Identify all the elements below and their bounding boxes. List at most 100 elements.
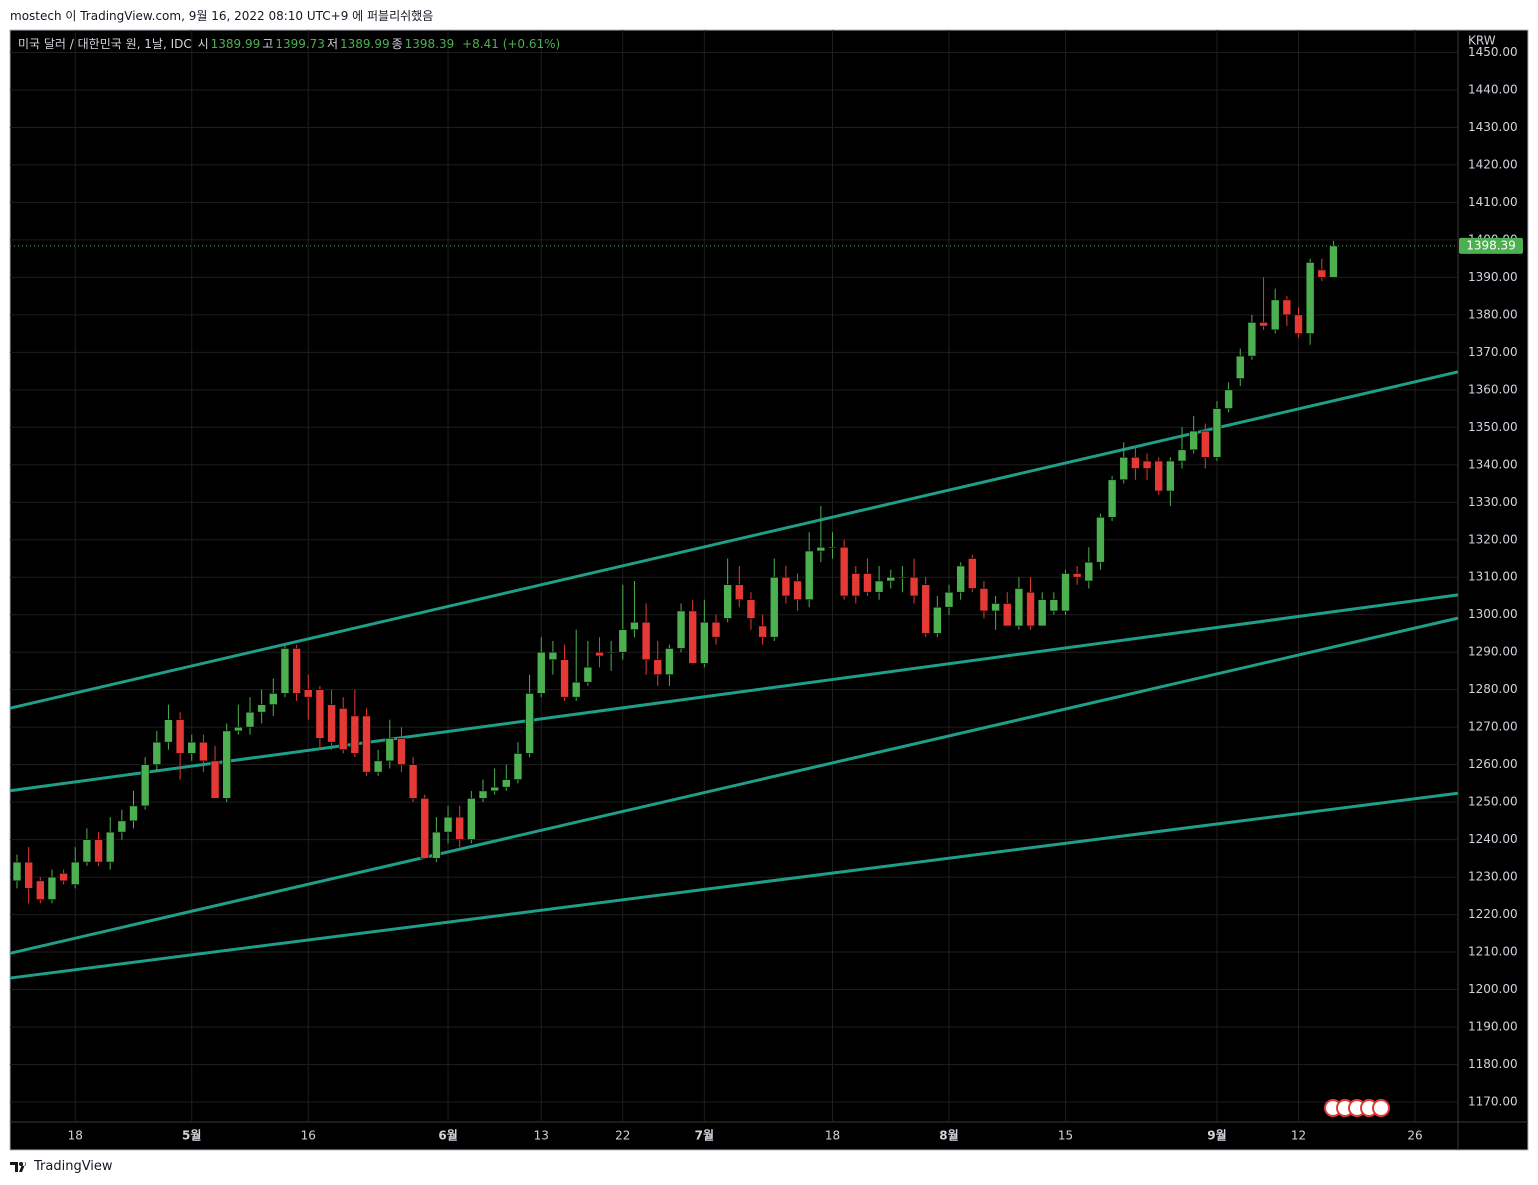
candle-body (1177, 449, 1187, 462)
candle-body (338, 708, 348, 750)
candle-body (618, 629, 628, 653)
candle-body (47, 876, 57, 900)
chart-frame (9, 29, 1529, 1151)
brand: TradingView (10, 1159, 113, 1174)
candle-body (140, 764, 150, 807)
candle-body (606, 651, 616, 654)
candle-body (1235, 355, 1245, 379)
candle-body (1096, 516, 1105, 563)
candle-body (1224, 389, 1233, 409)
candle-body (769, 576, 779, 638)
y-tick-label: 1220.00 (1468, 907, 1518, 921)
candle-body (874, 580, 884, 593)
y-tick-label: 1180.00 (1468, 1057, 1518, 1071)
candle-body (1072, 573, 1082, 578)
candle-body (758, 625, 767, 638)
currency-label: KRW (1468, 34, 1496, 48)
candle-body (234, 726, 243, 732)
ohlc-value: 1398.39 (404, 37, 455, 51)
y-tick-label: 1240.00 (1468, 832, 1518, 846)
candle-body (1282, 299, 1292, 316)
ohlc-label: 시 (197, 37, 209, 51)
x-tick-label: 22 (615, 1129, 630, 1143)
candle-body (513, 753, 523, 780)
candle-body (70, 861, 80, 885)
candle-body (804, 550, 814, 601)
y-tick-label: 1230.00 (1468, 870, 1518, 884)
candle-body (1154, 460, 1163, 492)
y-tick-label: 1200.00 (1468, 982, 1518, 996)
candle-body (1329, 245, 1338, 278)
candle-body (362, 715, 371, 773)
candle-body (268, 693, 278, 705)
legend: 미국 달러 / 대한민국 원, 1날, IDC 시 1389.99 고 1399.73… (18, 35, 562, 52)
candle-body (828, 546, 837, 549)
candle-body (1142, 460, 1152, 469)
x-tick-label: 16 (301, 1129, 316, 1143)
candle-body (1201, 430, 1210, 458)
candle-body (595, 651, 604, 657)
ohlc-value: 1399.73 (275, 37, 325, 51)
candle-body (82, 839, 92, 863)
last-price-box (1459, 237, 1523, 254)
candle-body (700, 621, 709, 664)
y-tick-label: 1330.00 (1468, 495, 1518, 509)
y-tick-label: 1360.00 (1468, 382, 1518, 396)
y-tick-label: 1290.00 (1468, 645, 1518, 659)
candle-body (467, 798, 476, 840)
y-tick-label: 1320.00 (1468, 532, 1518, 546)
candle-body (199, 741, 208, 762)
trendline (9, 791, 1459, 980)
candle-body (1037, 599, 1047, 627)
trendline (9, 593, 1459, 793)
candle-body (1131, 456, 1140, 469)
candle-body (665, 648, 674, 675)
y-tick-label: 1260.00 (1468, 757, 1518, 771)
trendline (9, 616, 1459, 955)
candle-body (1270, 299, 1280, 331)
candle-body (373, 760, 383, 773)
candle-body (385, 738, 395, 762)
candle-body (1259, 322, 1268, 327)
x-tick-label: 18 (825, 1129, 840, 1143)
candle-body (350, 715, 360, 754)
x-tick-label: 15 (1058, 1129, 1073, 1143)
candle-body (94, 839, 103, 863)
event-icon[interactable] (1372, 1099, 1390, 1117)
x-tick-label: 18 (68, 1129, 83, 1143)
candle-body (525, 693, 534, 754)
candle-body (734, 584, 744, 601)
brand-logo (10, 1161, 27, 1172)
candle-body (909, 576, 919, 597)
candle-body (863, 573, 872, 593)
candle-body (793, 580, 802, 601)
candle-body (210, 760, 220, 799)
candle-body (443, 816, 453, 833)
candle-body (245, 711, 255, 728)
candles (12, 240, 1338, 904)
y-tick-label: 1350.00 (1468, 420, 1518, 434)
candle-body (898, 576, 907, 579)
candle-body (851, 573, 861, 597)
candle-body (501, 779, 511, 788)
candle-body (24, 861, 33, 889)
candle-body (991, 603, 1000, 612)
candle-body (327, 704, 336, 743)
candle-body (257, 704, 266, 713)
candle-body (455, 816, 465, 840)
candle-body (723, 584, 732, 619)
candle-body (630, 621, 639, 631)
y-tick-label: 1440.00 (1468, 82, 1518, 96)
candle-body (1317, 269, 1327, 278)
candle-body (1305, 262, 1315, 334)
candle-body (105, 831, 115, 863)
candle-body (315, 689, 325, 739)
publish-note: mostech 이 TradingView.com, 9월 16, 2022 0… (10, 9, 434, 23)
candle-body (1247, 322, 1257, 357)
y-tick-label: 1210.00 (1468, 945, 1518, 959)
candle-body (1166, 460, 1175, 492)
axes: 1170.00 1180.00 1190.00 1200.00 1210.00 1220.… (10, 45, 1523, 1143)
y-tick-label: 1190.00 (1468, 1020, 1518, 1034)
candle-body (408, 764, 418, 799)
